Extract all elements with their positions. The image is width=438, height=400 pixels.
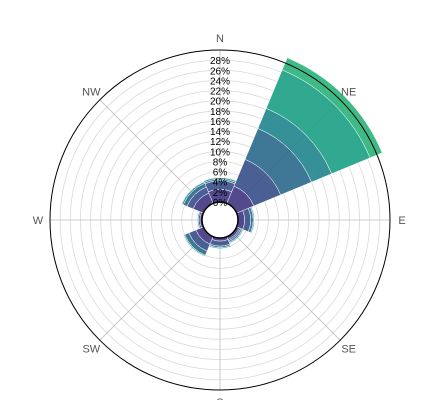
direction-label-e: E xyxy=(398,215,405,227)
grid-layer xyxy=(50,50,390,390)
radial-tick-label: 4% xyxy=(213,178,228,189)
radial-tick-label: 2% xyxy=(213,188,228,199)
tick-label-layer: 0%2%4%6%8%10%12%14%16%18%20%22%24%26%28% xyxy=(210,56,230,209)
radial-tick-label: 24% xyxy=(210,76,230,87)
direction-label-n: N xyxy=(216,33,224,45)
inner-hole xyxy=(201,201,239,239)
direction-label-ne: NE xyxy=(341,86,356,98)
radial-tick-label: 10% xyxy=(210,147,230,158)
direction-label-s: S xyxy=(216,397,223,400)
radial-tick-label: 26% xyxy=(210,66,230,77)
radial-tick-label: 22% xyxy=(210,87,230,98)
bar-sw-band-4 xyxy=(182,234,206,258)
direction-label-nw: NW xyxy=(82,86,101,98)
spoke-sw xyxy=(99,232,208,341)
direction-label-se: SE xyxy=(341,344,356,356)
radial-tick-label: 18% xyxy=(210,107,230,118)
direction-label-w: W xyxy=(33,215,44,227)
spoke-se xyxy=(232,232,341,341)
radial-tick-label: 28% xyxy=(210,56,230,67)
direction-label-sw: SW xyxy=(82,344,100,356)
outer-boundary xyxy=(49,49,391,391)
radial-tick-label: 20% xyxy=(210,97,230,108)
bar-layer xyxy=(181,57,383,258)
outer-layer xyxy=(49,49,391,391)
bar-n-band-4 xyxy=(203,176,237,182)
radial-tick-label: 0% xyxy=(213,198,228,209)
bar-nw-band-4 xyxy=(181,181,205,205)
bar-ne-band-5 xyxy=(281,57,383,159)
spoke-nw xyxy=(99,99,208,208)
bar-e-band-4 xyxy=(251,206,255,234)
radial-tick-label: 8% xyxy=(213,157,228,168)
radial-tick-label: 12% xyxy=(210,137,230,148)
radial-tick-label: 14% xyxy=(210,127,230,138)
direction-label-layer: N NE E SE S SW W NW xyxy=(33,33,406,400)
bar-w-band-4 xyxy=(196,210,200,230)
bar-s-band-4 xyxy=(208,246,232,250)
bar-se-band-4 xyxy=(229,229,244,244)
radial-tick-label: 16% xyxy=(210,117,230,128)
radial-tick-label: 6% xyxy=(213,168,228,179)
